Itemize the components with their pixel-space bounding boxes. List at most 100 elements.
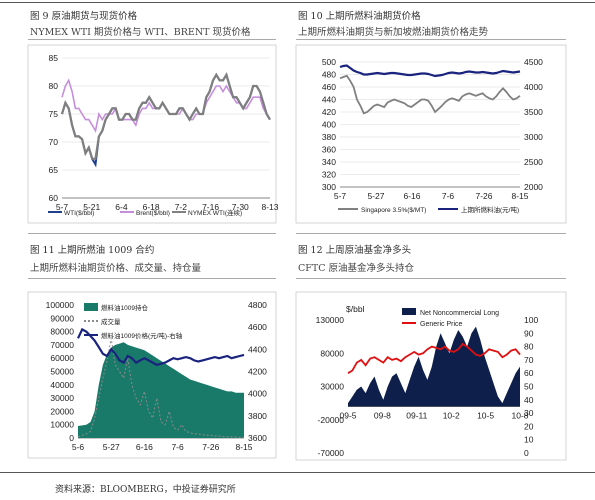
fig10-right-tick-label: 4000: [524, 82, 543, 92]
fig12-title: 图 12 上周原油基金净多头: [298, 245, 412, 256]
fig9-legend-label: Brent($/bbl): [136, 210, 170, 217]
fig10-left-tick-label: 400: [322, 120, 336, 130]
fig9-title: 图 9 原油期货与现货价格: [30, 11, 138, 22]
bottom-rule: [0, 472, 595, 473]
fig11-x-tick-label: 8-15: [235, 442, 252, 452]
fig11-frame: [27, 291, 277, 459]
fig11-series-3-line: [77, 327, 245, 367]
fig11-top-rule: [28, 233, 276, 234]
fig10-left-tick-label: 460: [322, 82, 336, 92]
fig12-right-tick-label: 20: [524, 421, 534, 431]
fig10-rule: [296, 39, 566, 40]
fig9-left-tick-label: 60: [49, 193, 59, 203]
fig12-top-rule: [296, 233, 566, 234]
fig12-y-unit: $/bbl: [346, 304, 365, 314]
fig12-frame: [295, 291, 567, 461]
fig11-left-tick-label: 0: [69, 433, 74, 443]
fig10-left-tick-label: 360: [322, 145, 336, 155]
fig11-right-tick-label: 4600: [248, 322, 267, 332]
fig9-x-tick-label: 7-16: [202, 202, 219, 212]
fig11-right-tick-label: 3600: [248, 433, 267, 443]
fig12-x-tick-label: 09-11: [406, 410, 427, 420]
fig11-legend-label: 燃料油1009持仓: [101, 303, 148, 312]
fig12-x-tick-label: 09-5: [339, 410, 356, 420]
fig9-legend-label: WTI($/bbl): [64, 210, 94, 217]
fig10-left-tick-label: 500: [322, 57, 336, 67]
fig11-x-tick-label: 7-26: [202, 442, 219, 452]
fig10-x-tick-label: 7-26: [475, 191, 492, 201]
fig11-right-tick-label: 3800: [248, 411, 267, 421]
fig11-subtitle: 上期所燃料油期货价格、成交量、持仓量: [30, 263, 202, 274]
fig12-subtitle: CFTC 原油基金净多头持仓: [298, 263, 414, 274]
fig12-right-tick-label: 90: [524, 328, 534, 338]
fig12-legend-label: Generic Price: [420, 321, 463, 328]
fig10-x-tick-label: 8-15: [511, 191, 528, 201]
fig11-left-tick-label: 10000: [50, 420, 74, 430]
fig12-rule: [296, 278, 566, 279]
source-footer: 资料来源：BLOOMBERG，中投证券研究所: [55, 485, 236, 495]
fig12-left-tick-label: 80000: [320, 348, 344, 358]
fig9-x-tick-label: 5-7: [56, 202, 69, 212]
fig12-left-tick-label: 130000: [316, 315, 345, 325]
fig9-frame: [27, 44, 277, 224]
fig11-legend-label: 燃料油1009价格(元/吨)-右轴: [101, 331, 183, 340]
fig9-left-tick-label: 85: [49, 53, 59, 63]
fig11-left-tick-label: 80000: [50, 327, 74, 337]
fig10-left-tick-label: 380: [322, 132, 336, 142]
fig12-x-tick-label: 10-8: [511, 410, 528, 420]
fig10-x-tick-label: 6-16: [403, 191, 420, 201]
fig9-series-3-line: [60, 72, 271, 160]
fig11-x-tick-label: 5-27: [103, 442, 120, 452]
fig12-right-tick-label: 0: [524, 448, 529, 458]
fig10-title: 图 10 上期所燃料油期货价格: [298, 11, 421, 22]
fig9-x-tick-label: 6-18: [143, 202, 160, 212]
fig9-x-tick-label: 5-21: [83, 202, 100, 212]
fig10-series-2-line: [339, 64, 521, 78]
fig9-left-tick-label: 70: [49, 137, 59, 147]
fig11-right-tick-label: 4000: [248, 389, 267, 399]
fig10-left-tick-label: 320: [322, 170, 336, 180]
fig9-rule: [28, 39, 276, 40]
fig9-left-tick-label: 65: [49, 165, 59, 175]
fig12-left-tick-label: 30000: [320, 382, 344, 392]
fig11-left-tick-label: 20000: [50, 406, 74, 416]
fig11-legend-swatch: [84, 303, 98, 311]
fig10-series-1-line: [339, 74, 521, 115]
fig11-left-tick-label: 40000: [50, 380, 74, 390]
fig11-left-tick-label: 50000: [50, 367, 74, 377]
fig11-right-tick-label: 4400: [248, 344, 267, 354]
fig10-right-tick-label: 2000: [524, 182, 543, 192]
fig9-x-tick-label: 7-30: [232, 202, 249, 212]
fig12-series-1-area: [348, 326, 520, 407]
fig12-left-tick-label: -20000: [318, 415, 345, 425]
fig10-x-tick-label: 5-7: [334, 191, 347, 201]
fig11-left-tick-label: 100000: [46, 300, 75, 310]
fig10-left-tick-label: 340: [322, 157, 336, 167]
fig12-right-tick-label: 80: [524, 342, 534, 352]
fig10-frame: [295, 44, 567, 224]
fig12-right-tick-label: 10: [524, 435, 534, 445]
fig11-left-tick-label: 30000: [50, 393, 74, 403]
fig12-right-tick-label: 70: [524, 355, 534, 365]
fig12-legend-label: Net Noncommercial Long: [420, 310, 499, 317]
fig12-legend-swatch: [402, 308, 416, 315]
fig11-left-tick-label: 90000: [50, 313, 74, 323]
fig10-left-tick-label: 300: [322, 182, 336, 192]
fig11-series-2-line: [77, 338, 245, 438]
fig11-rule: [28, 278, 276, 279]
fig9-x-tick-label: 7-2: [175, 202, 188, 212]
fig11-x-tick-label: 7-6: [171, 442, 184, 452]
fig11-left-tick-label: 70000: [50, 340, 74, 350]
fig10-legend-label: Singapore 3.5%($/MT): [361, 207, 426, 214]
fig9-left-tick-label: 80: [49, 81, 59, 91]
fig11-right-tick-label: 4200: [248, 367, 267, 377]
fig12-x-tick-label: 09-8: [374, 410, 391, 420]
fig10-x-tick-label: 5-27: [367, 191, 384, 201]
fig9-x-tick-label: 6-4: [115, 202, 128, 212]
fig10-x-tick-label: 7-6: [442, 191, 455, 201]
fig10-legend-label: 上期所燃料油(元/吨): [461, 205, 519, 214]
